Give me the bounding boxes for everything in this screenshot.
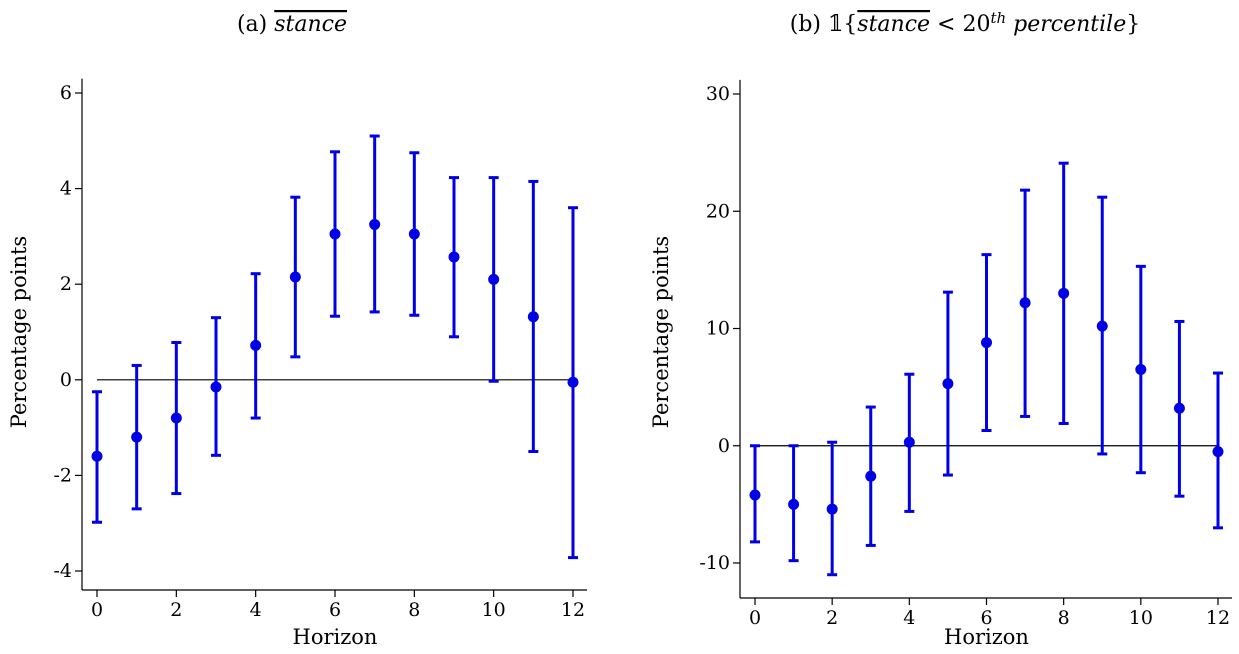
y-tick-label: 6 <box>60 82 72 104</box>
data-point <box>170 412 182 424</box>
data-point <box>1096 320 1108 332</box>
data-point <box>1173 402 1185 414</box>
data-point <box>448 251 460 263</box>
x-tick-label: 6 <box>329 599 341 621</box>
x-tick-label: 10 <box>482 599 506 621</box>
y-axis-label: Percentage points <box>649 236 673 428</box>
data-point <box>329 228 341 240</box>
y-tick-label: -4 <box>53 560 72 582</box>
x-axis-label: Horizon <box>944 625 1029 649</box>
panel-a: -4 -2 0 2 4 6 0 2 4 6 8 10 12 Horizon Percentage point… <box>7 12 587 649</box>
data-point <box>91 450 103 462</box>
x-axis-label: Horizon <box>293 625 378 649</box>
x-tick-label: 2 <box>170 599 182 621</box>
title-variable: stance <box>857 12 930 37</box>
title-superscript: th <box>990 9 1006 27</box>
x-tick-label: 12 <box>1206 607 1230 629</box>
data-point <box>1019 297 1031 309</box>
x-tick-label: 0 <box>749 607 761 629</box>
data-point <box>749 489 761 501</box>
indicator-symbol: 𝟙{ <box>828 12 857 37</box>
panel-label: (a) <box>237 12 274 37</box>
data-point <box>250 339 262 351</box>
x-tick-label: 4 <box>903 607 915 629</box>
data-point <box>131 431 143 443</box>
data-point <box>567 376 579 388</box>
data-point <box>408 228 420 240</box>
data-point <box>210 381 222 393</box>
y-tick-label: 0 <box>718 435 730 457</box>
panel-label: (b) <box>790 12 828 37</box>
data-point <box>527 311 539 323</box>
data-point <box>903 436 915 448</box>
y-tick-label: 30 <box>706 83 730 105</box>
panel-title: (a) stance <box>237 12 347 37</box>
data-point <box>1135 364 1147 376</box>
y-tick-label: -10 <box>699 552 730 574</box>
x-tick-label: 8 <box>1058 607 1070 629</box>
x-tick-label: 0 <box>91 599 103 621</box>
x-tick-label: 8 <box>408 599 420 621</box>
y-tick-label: 0 <box>60 369 72 391</box>
data-point <box>826 503 838 515</box>
title-operator: < <box>930 12 962 37</box>
y-tick-label: 10 <box>706 318 730 340</box>
title-variable: stance <box>274 12 347 37</box>
title-close: } <box>1126 12 1140 37</box>
y-tick-label: 20 <box>706 200 730 222</box>
y-tick-label: 2 <box>60 273 72 295</box>
data-point <box>981 337 992 349</box>
x-tick-label: 2 <box>826 607 838 629</box>
data-point <box>788 498 800 510</box>
data-point <box>369 218 381 230</box>
data-point <box>1212 446 1224 458</box>
panel-title: (b) 𝟙{stance < 20th percentile} <box>790 9 1141 37</box>
title-number: 20 <box>962 12 990 37</box>
data-point <box>865 470 877 482</box>
y-axis-label: Percentage points <box>7 236 31 428</box>
title-rest: percentile <box>1006 12 1126 37</box>
data-point <box>488 273 500 285</box>
data-point <box>942 378 954 390</box>
x-tick-label: 12 <box>561 599 585 621</box>
x-tick-label: 4 <box>250 599 262 621</box>
y-tick-label: -2 <box>53 464 72 486</box>
y-tick-label: 4 <box>60 178 72 200</box>
x-tick-label: 6 <box>980 607 992 629</box>
x-tick-label: 10 <box>1129 607 1153 629</box>
data-point <box>289 271 301 283</box>
data-point <box>1058 287 1070 299</box>
panel-b: -10 0 10 20 30 0 2 4 6 8 10 12 Horizon Percentage poi… <box>649 9 1232 649</box>
